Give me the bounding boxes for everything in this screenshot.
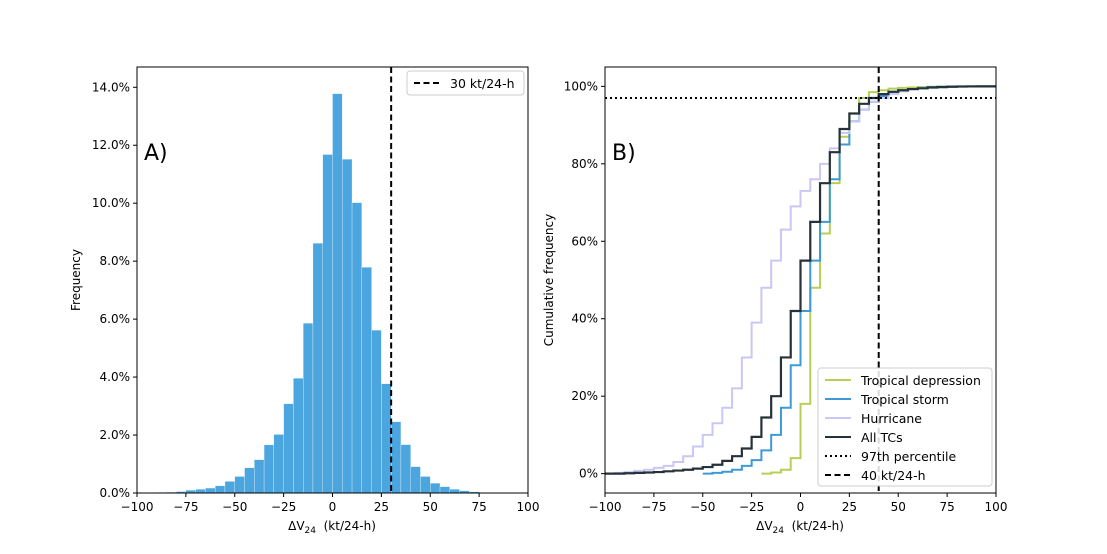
x-tick-label: 0 [329,500,337,514]
x-tick-label: −50 [690,500,715,514]
histogram-bar [420,476,431,494]
y-tick-label: 40% [571,312,598,326]
cumulative-legend: Tropical depression Tropical storm Hurri… [817,367,993,487]
x-tick-label: −25 [739,500,764,514]
histogram-legend-box [406,70,525,96]
histogram-bar [342,159,353,494]
histogram-bar [244,467,255,494]
histogram-bar [283,403,294,494]
histogram-bar [273,434,284,494]
histogram-y-axis-label: Frequency [69,249,83,311]
y-tick-label: 0.0% [100,486,131,500]
histogram-bar [410,466,421,494]
cumulative-legend-box [817,367,993,487]
histogram-y-ticks: 0.0% 2.0% 4.0% 6.0% 8.0% 10.0% 12.0% 14.0% [92,80,137,500]
histogram-legend: 30 kt/24-h [406,70,525,96]
y-tick-label: 4.0% [100,370,131,384]
legend-label-97th-percentile: 97th percentile [861,449,957,464]
x-tick-label: 50 [423,500,438,514]
cumulative-y-ticks: 0% 20% 40% 60% 80% 100% [564,79,605,481]
histogram-panel: −100 −75 −50 −25 0 25 50 75 100 0.0% 2.0% 4.0% 6.0%… [69,66,540,536]
x-tick-label: 75 [471,500,486,514]
x-tick-label: −75 [641,500,666,514]
x-tick-label: 25 [374,500,389,514]
y-tick-label: 60% [571,234,598,248]
cumulative-x-axis-symbol: ΔV [756,519,773,533]
cumulative-line-all-tcs [605,85,996,475]
y-tick-label: 100% [564,79,598,93]
x-tick-label: 25 [842,500,857,514]
legend-label-hurricane: Hurricane [861,411,922,426]
y-tick-label: 6.0% [100,312,131,326]
cumulative-line-hurricane [605,85,996,475]
histogram-bar [234,476,245,494]
y-tick-label: 14.0% [92,80,130,94]
histogram-bar [371,329,382,494]
x-tick-label: 50 [891,500,906,514]
histogram-bar [293,378,304,494]
x-tick-label: 100 [985,500,1008,514]
histogram-bar [381,383,392,494]
histogram-bar [361,267,372,494]
histogram-bar [205,487,216,494]
cumulative-x-ticks: −100 −75 −50 −25 0 25 50 75 100 [589,493,1008,514]
histogram-bar [254,459,265,494]
histogram-bar [195,489,206,494]
y-tick-label: 20% [571,389,598,403]
y-tick-label: 12.0% [92,138,130,152]
histogram-x-axis-symbol: ΔV [288,519,305,533]
y-tick-label: 80% [571,157,598,171]
histogram-bar [215,485,226,494]
legend-label-40kt: 40 kt/24-h [861,468,926,483]
cumulative-x-axis-unit: (kt/24-h) [784,519,844,533]
histogram-bar [224,481,235,494]
histogram-x-axis-unit: (kt/24-h) [316,519,376,533]
histogram-bars [156,93,480,494]
histogram-bar [263,444,275,494]
y-tick-label: 8.0% [100,254,131,268]
histogram-bar [400,444,411,494]
x-tick-label: 75 [939,500,954,514]
histogram-bar [390,421,402,494]
legend-label-tropical-storm: Tropical storm [860,392,949,407]
histogram-panel-label: A) [144,141,168,166]
x-tick-label: −50 [222,500,247,514]
histogram-x-axis-subscript: 24 [305,526,317,536]
cumulative-y-axis-label: Cumulative frequency [542,214,556,347]
x-tick-label: −100 [589,500,622,514]
histogram-bar [303,323,314,494]
x-tick-label: 0 [797,500,805,514]
x-tick-label: −100 [121,500,154,514]
y-tick-label: 10.0% [92,196,130,210]
x-tick-label: −25 [271,500,296,514]
x-tick-label: −75 [173,500,198,514]
cumulative-x-axis-label: ΔV24 (kt/24-h) [756,519,844,536]
histogram-x-ticks: −100 −75 −50 −25 0 25 50 75 100 [121,493,540,514]
cumulative-panel-label: B) [612,141,636,166]
legend-label-tropical-depression: Tropical depression [860,373,981,388]
histogram-bar [351,202,362,494]
histogram-x-axis-label: ΔV24 (kt/24-h) [288,519,376,536]
histogram-bar [430,482,441,494]
cumulative-x-axis-subscript: 24 [773,526,785,536]
cumulative-step-lines [605,85,996,475]
histogram-bar [312,243,323,494]
histogram-legend-label: 30 kt/24-h [450,76,515,91]
histogram-bar [332,93,343,494]
histogram-bar [449,489,460,494]
y-tick-label: 2.0% [100,428,131,442]
legend-label-all-tcs: All TCs [861,430,903,445]
histogram-bar [322,154,333,494]
y-tick-label: 0% [579,467,598,481]
cumulative-panel: −100 −75 −50 −25 0 25 50 75 100 0% 20% 40% 60% 80% 10… [542,66,1008,536]
histogram-bar [439,486,450,494]
x-tick-label: 100 [517,500,540,514]
